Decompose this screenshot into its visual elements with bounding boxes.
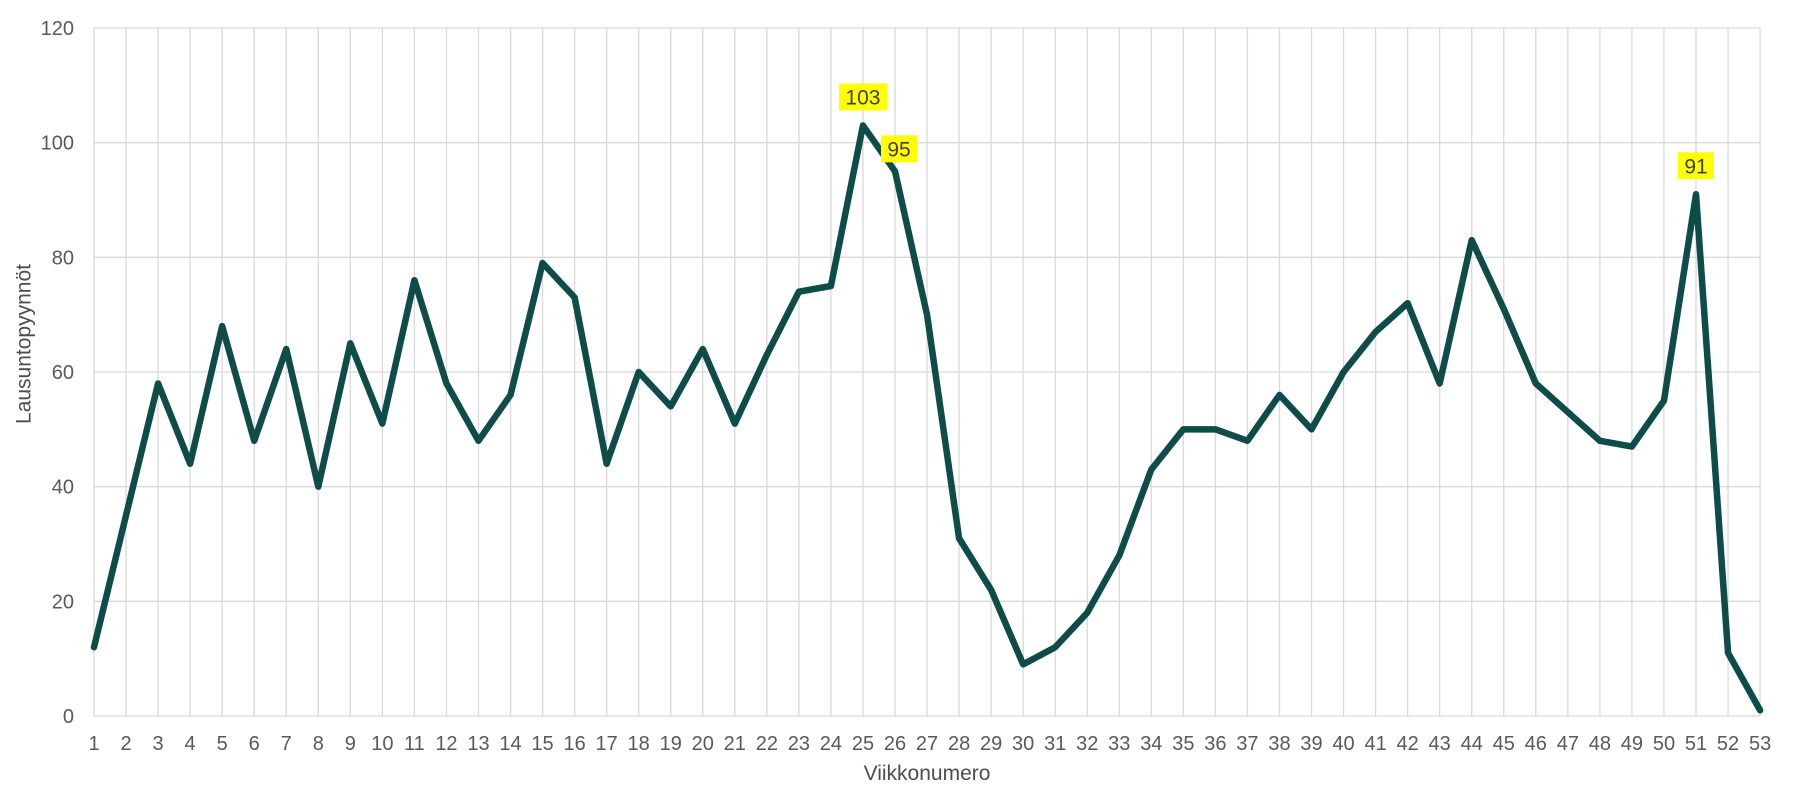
data-label-text: 103 bbox=[845, 86, 880, 109]
y-tick-label: 20 bbox=[52, 591, 74, 613]
x-tick-label: 18 bbox=[628, 733, 650, 755]
x-tick-label: 1 bbox=[88, 733, 99, 755]
y-tick-label: 60 bbox=[52, 362, 74, 384]
data-label-text: 95 bbox=[887, 138, 910, 161]
x-tick-label: 49 bbox=[1621, 733, 1643, 755]
x-tick-label: 19 bbox=[660, 733, 682, 755]
data-label-text: 91 bbox=[1684, 155, 1707, 178]
x-tick-label: 22 bbox=[756, 733, 778, 755]
data-label: 95 bbox=[881, 135, 917, 163]
x-tick-label: 35 bbox=[1172, 733, 1194, 755]
y-tick-label: 0 bbox=[63, 706, 74, 728]
data-label-highlight bbox=[838, 83, 887, 111]
x-tick-label: 41 bbox=[1364, 733, 1386, 755]
x-tick-label: 11 bbox=[404, 733, 425, 755]
x-tick-label: 36 bbox=[1204, 733, 1226, 755]
x-tick-label: 34 bbox=[1140, 733, 1162, 755]
x-tick-label: 24 bbox=[820, 733, 842, 755]
y-tick-label: 40 bbox=[52, 477, 74, 499]
x-tick-label: 43 bbox=[1429, 733, 1451, 755]
x-tick-label: 46 bbox=[1525, 733, 1547, 755]
x-tick-label: 7 bbox=[281, 733, 292, 755]
x-tick-label: 48 bbox=[1589, 733, 1611, 755]
x-tick-label: 9 bbox=[345, 733, 356, 755]
x-tick-label: 8 bbox=[313, 733, 324, 755]
series-line bbox=[90, 122, 1764, 714]
x-tick-label: 51 bbox=[1685, 733, 1707, 755]
x-tick-label: 25 bbox=[852, 733, 874, 755]
x-tick-label: 37 bbox=[1236, 733, 1258, 755]
x-tick-label: 4 bbox=[185, 733, 196, 755]
x-tick-label: 38 bbox=[1268, 733, 1290, 755]
x-axis-title: Viikkonumero bbox=[863, 762, 991, 785]
x-tick-label: 31 bbox=[1044, 733, 1066, 755]
x-tick-label: 29 bbox=[980, 733, 1002, 755]
x-tick-label: 26 bbox=[884, 733, 906, 755]
y-axis-title: Lausuntopyynnöt bbox=[12, 264, 36, 424]
x-tick-label: 52 bbox=[1717, 733, 1739, 755]
x-tick-label: 50 bbox=[1653, 733, 1675, 755]
x-tick-label: 45 bbox=[1493, 733, 1515, 755]
x-tick-label: 13 bbox=[467, 733, 489, 755]
x-tick-label: 2 bbox=[120, 733, 131, 755]
data-label-highlight bbox=[881, 135, 917, 163]
x-tick-label: 53 bbox=[1749, 733, 1771, 755]
y-tick-label: 80 bbox=[52, 247, 74, 269]
x-tick-label: 47 bbox=[1557, 733, 1579, 755]
x-tick-label: 17 bbox=[596, 733, 618, 755]
y-tick-label: 100 bbox=[41, 133, 74, 155]
x-tick-label: 30 bbox=[1012, 733, 1034, 755]
x-tick-label: 28 bbox=[948, 733, 970, 755]
x-tick-label: 42 bbox=[1397, 733, 1419, 755]
x-tick-label: 40 bbox=[1332, 733, 1354, 755]
x-tick-label: 5 bbox=[217, 733, 228, 755]
x-tick-label: 33 bbox=[1108, 733, 1130, 755]
x-tick-label: 12 bbox=[435, 733, 457, 755]
x-tick-label: 32 bbox=[1076, 733, 1098, 755]
x-tick-label: 15 bbox=[531, 733, 553, 755]
data-label: 91 bbox=[1678, 152, 1714, 180]
x-tick-label: 16 bbox=[563, 733, 585, 755]
x-tick-label: 23 bbox=[788, 733, 810, 755]
x-tick-label: 20 bbox=[692, 733, 714, 755]
data-label-highlight bbox=[1678, 152, 1714, 180]
y-tick-label: 120 bbox=[41, 18, 74, 40]
y-axis-ticks: 0 20 40 60 80 100 120 bbox=[41, 18, 74, 728]
x-tick-label: 14 bbox=[499, 733, 521, 755]
x-tick-label: 44 bbox=[1461, 733, 1483, 755]
data-label: 103 bbox=[838, 83, 887, 111]
x-tick-label: 10 bbox=[371, 733, 393, 755]
x-tick-label: 27 bbox=[916, 733, 938, 755]
x-axis-ticks: 1 2 3 4 5 6 7 8 9 10 11 12 13 14 15 16 17 18 19 20 21 22 23 24 2… bbox=[88, 733, 1771, 755]
x-tick-label: 39 bbox=[1300, 733, 1322, 755]
x-tick-label: 6 bbox=[249, 733, 260, 755]
x-tick-label: 21 bbox=[724, 733, 746, 755]
x-tick-label: 3 bbox=[153, 733, 164, 755]
